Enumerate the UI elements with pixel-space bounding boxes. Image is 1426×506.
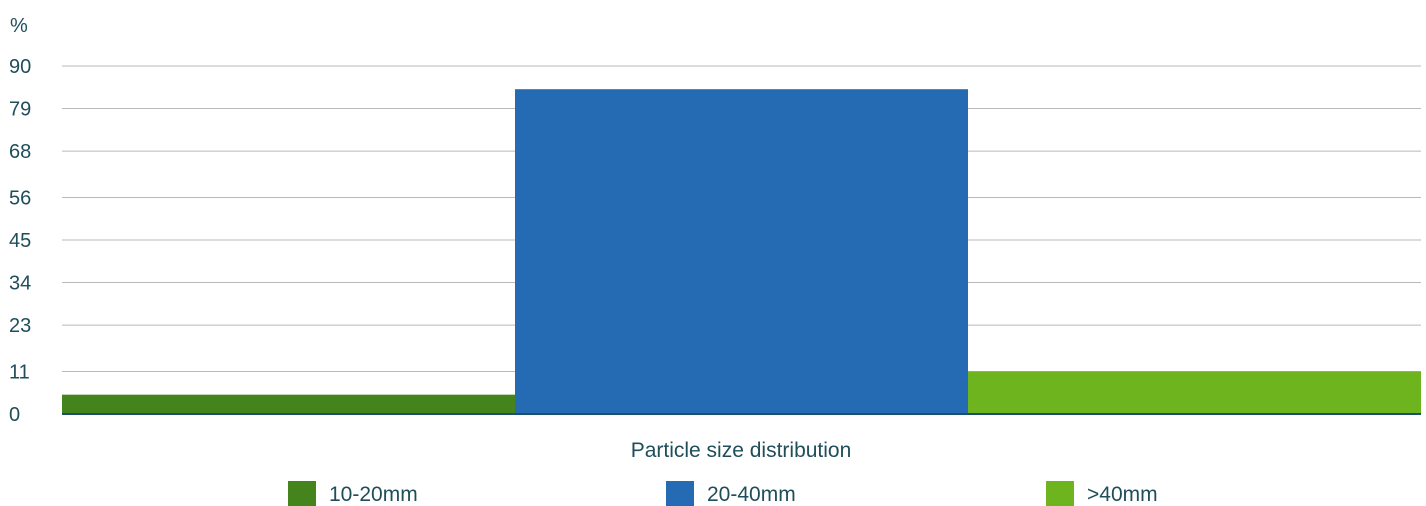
y-tick-label: 45 [9, 230, 31, 252]
bar-1 [62, 394, 515, 414]
bars [62, 89, 1421, 414]
legend-label: >40mm [1087, 483, 1158, 506]
legend-label: 20-40mm [707, 483, 796, 506]
y-tick-label: 34 [9, 273, 31, 295]
legend-swatch [1046, 481, 1074, 506]
y-tick-label: 11 [9, 361, 30, 383]
y-tick-label: 68 [9, 141, 31, 163]
y-tick-label: 90 [9, 56, 31, 78]
y-axis-unit-label: % [10, 15, 28, 37]
legend: 10-20mm 20-40mm >40mm [288, 481, 1158, 506]
legend-swatch [288, 481, 316, 506]
bar-2 [515, 89, 968, 414]
legend-item: 20-40mm [666, 481, 796, 506]
y-tick-label: 56 [9, 187, 31, 209]
y-tick-labels: 0 11 23 34 45 56 68 79 90 [9, 56, 31, 426]
bar-3 [968, 371, 1421, 414]
legend-item: 10-20mm [288, 481, 418, 506]
legend-item: >40mm [1046, 481, 1158, 506]
y-tick-label: 0 [9, 404, 20, 426]
legend-swatch [666, 481, 694, 506]
y-tick-label: 79 [9, 99, 31, 121]
y-tick-label: 23 [9, 315, 31, 337]
x-axis-label: Particle size distribution [631, 439, 852, 462]
legend-label: 10-20mm [329, 483, 418, 506]
